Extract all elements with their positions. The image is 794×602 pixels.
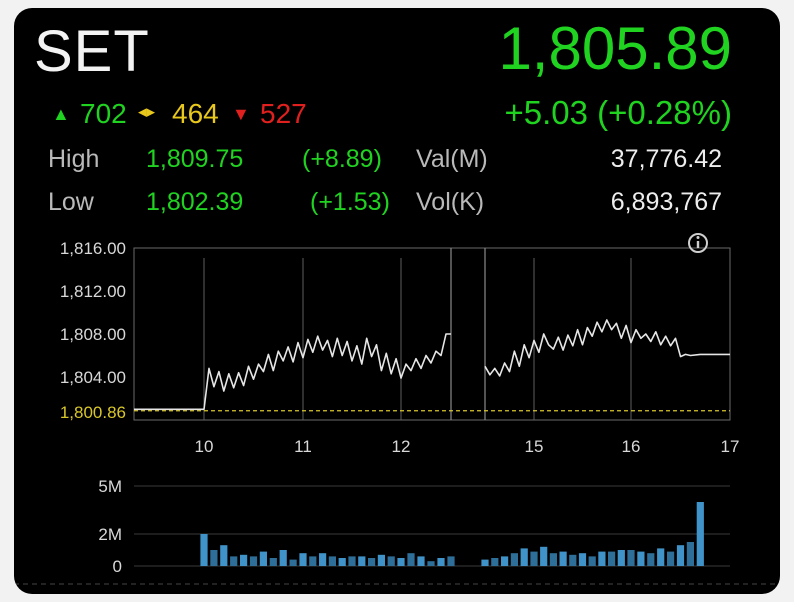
low-value: 1,802.39	[146, 188, 244, 216]
volume-amount: 6,893,767	[610, 188, 722, 216]
volume-bar	[510, 553, 518, 566]
value-label: Val(M)	[416, 145, 488, 173]
volume-bar	[657, 548, 665, 566]
price-x-tick-label: 10	[195, 437, 214, 456]
volume-bar	[200, 534, 208, 566]
volume-bar	[230, 556, 238, 566]
volume-bar	[279, 550, 287, 566]
volume-bar	[427, 561, 435, 566]
volume-bar	[491, 558, 499, 566]
unchanged-count: 464	[172, 98, 219, 129]
advance-count: 702	[80, 98, 127, 129]
index-price: 1,805.89	[498, 15, 732, 82]
volume-bar	[240, 554, 248, 566]
volume-bar	[676, 545, 685, 566]
low-label: Low	[48, 188, 94, 216]
info-icon[interactable]	[688, 233, 708, 253]
price-plot-border	[133, 247, 731, 421]
price-y-tick-label: 1,804.00	[60, 368, 126, 387]
volume-bar	[348, 556, 356, 566]
low-change: (+1.53)	[310, 188, 390, 216]
price-x-tick-label: 15	[525, 437, 544, 456]
volume-bar	[210, 550, 218, 566]
high-label: High	[48, 145, 100, 173]
previous-close-label: 1,800.86	[60, 403, 126, 422]
volume-bar	[530, 551, 538, 566]
volume-bar	[377, 554, 385, 566]
high-value: 1,809.75	[146, 145, 244, 173]
volume-bar	[667, 551, 675, 566]
price-x-tick-label: 17	[721, 437, 740, 456]
volume-bar	[417, 556, 425, 566]
volume-bar	[627, 550, 635, 566]
volume-bar	[447, 556, 455, 566]
volume-y-tick-label: 0	[113, 557, 122, 576]
price-y-tick-label: 1,812.00	[60, 282, 126, 301]
volume-bar	[299, 553, 307, 566]
volume-bar	[569, 554, 577, 566]
volume-bar	[481, 559, 489, 566]
volume-bar	[259, 551, 267, 566]
volume-label: Vol(K)	[416, 188, 485, 216]
volume-bar	[249, 556, 258, 566]
high-change: (+8.89)	[302, 145, 382, 173]
volume-bar	[540, 546, 548, 566]
volume-y-tick-label: 5M	[98, 477, 122, 496]
price-series-line-session-1	[134, 333, 451, 411]
price-series-line-session-2	[484, 319, 730, 377]
price-chart: 1,816.00 1,812.00 1,808.00 1,804.00 10 11 12 15…	[60, 239, 740, 456]
volume-bar	[696, 502, 704, 566]
volume-bar	[269, 558, 277, 566]
volume-bar	[437, 558, 445, 566]
price-x-tick-label: 12	[392, 437, 411, 456]
volume-bar	[647, 553, 655, 566]
volume-bar	[549, 553, 557, 566]
volume-chart: 5M 2M 0	[14, 477, 780, 585]
volume-bar	[397, 558, 405, 566]
volume-bar	[358, 556, 366, 566]
volume-bar	[387, 556, 395, 566]
volume-bar	[588, 556, 596, 566]
volume-bar	[368, 558, 376, 566]
volume-bar	[220, 545, 228, 566]
decline-count: 527	[260, 98, 307, 129]
price-x-tick-label: 11	[294, 437, 312, 456]
volume-bar	[559, 551, 567, 566]
volume-bar	[309, 556, 317, 566]
volume-bar	[637, 551, 645, 566]
volume-bar	[338, 558, 346, 566]
volume-bar	[578, 553, 587, 566]
price-x-tick-label: 16	[622, 437, 641, 456]
price-y-tick-label: 1,808.00	[60, 325, 126, 344]
triangle-up-icon: ▲	[52, 104, 70, 124]
diamond-arrows-icon: ◂▸	[138, 102, 156, 121]
triangle-down-icon: ▼	[232, 104, 250, 124]
price-y-tick-label: 1,816.00	[60, 239, 126, 258]
stock-quote-panel: SET 1,805.89 +5.03 (+0.28%) ▲ 702 ◂▸ 464…	[14, 8, 780, 594]
index-change: +5.03 (+0.28%)	[504, 94, 733, 131]
value-amount: 37,776.42	[610, 145, 722, 173]
volume-bar	[328, 556, 336, 566]
volume-bar	[501, 556, 509, 566]
volume-bar	[407, 553, 415, 566]
volume-bar	[686, 542, 694, 566]
volume-bar	[319, 553, 327, 566]
volume-y-tick-label: 2M	[98, 525, 122, 544]
index-symbol: SET	[34, 19, 150, 84]
volume-bar	[598, 551, 606, 566]
volume-bar	[608, 551, 616, 566]
volume-bar	[289, 559, 297, 566]
intraday-charts: 1,816.00 1,812.00 1,808.00 1,804.00 10 11 12 15…	[14, 233, 780, 585]
volume-bar	[617, 550, 625, 566]
volume-bar	[520, 548, 528, 566]
